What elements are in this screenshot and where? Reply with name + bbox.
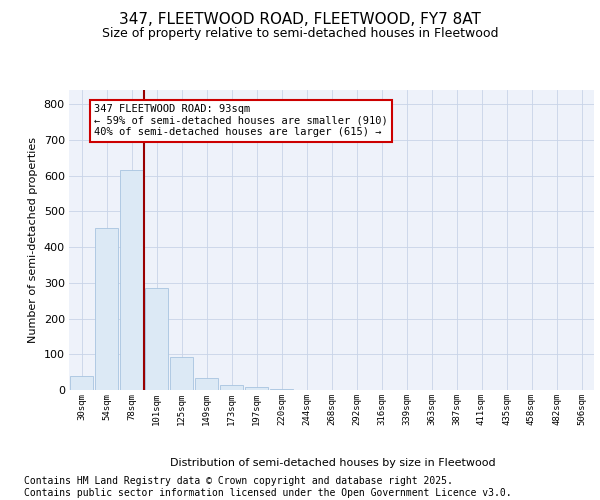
Text: 347 FLEETWOOD ROAD: 93sqm
← 59% of semi-detached houses are smaller (910)
40% of: 347 FLEETWOOD ROAD: 93sqm ← 59% of semi-… — [94, 104, 388, 138]
Bar — [245, 387, 268, 390]
Text: Contains HM Land Registry data © Crown copyright and database right 2025.
Contai: Contains HM Land Registry data © Crown c… — [24, 476, 512, 498]
Bar — [220, 384, 244, 390]
Bar — [170, 357, 193, 390]
Bar — [269, 389, 293, 390]
Text: Size of property relative to semi-detached houses in Fleetwood: Size of property relative to semi-detach… — [102, 28, 498, 40]
Text: 347, FLEETWOOD ROAD, FLEETWOOD, FY7 8AT: 347, FLEETWOOD ROAD, FLEETWOOD, FY7 8AT — [119, 12, 481, 28]
Bar — [145, 288, 169, 390]
Y-axis label: Number of semi-detached properties: Number of semi-detached properties — [28, 137, 38, 343]
Bar — [95, 228, 118, 390]
Bar — [194, 378, 218, 390]
Bar — [70, 376, 94, 390]
Bar — [119, 170, 143, 390]
Text: Distribution of semi-detached houses by size in Fleetwood: Distribution of semi-detached houses by … — [170, 458, 496, 468]
